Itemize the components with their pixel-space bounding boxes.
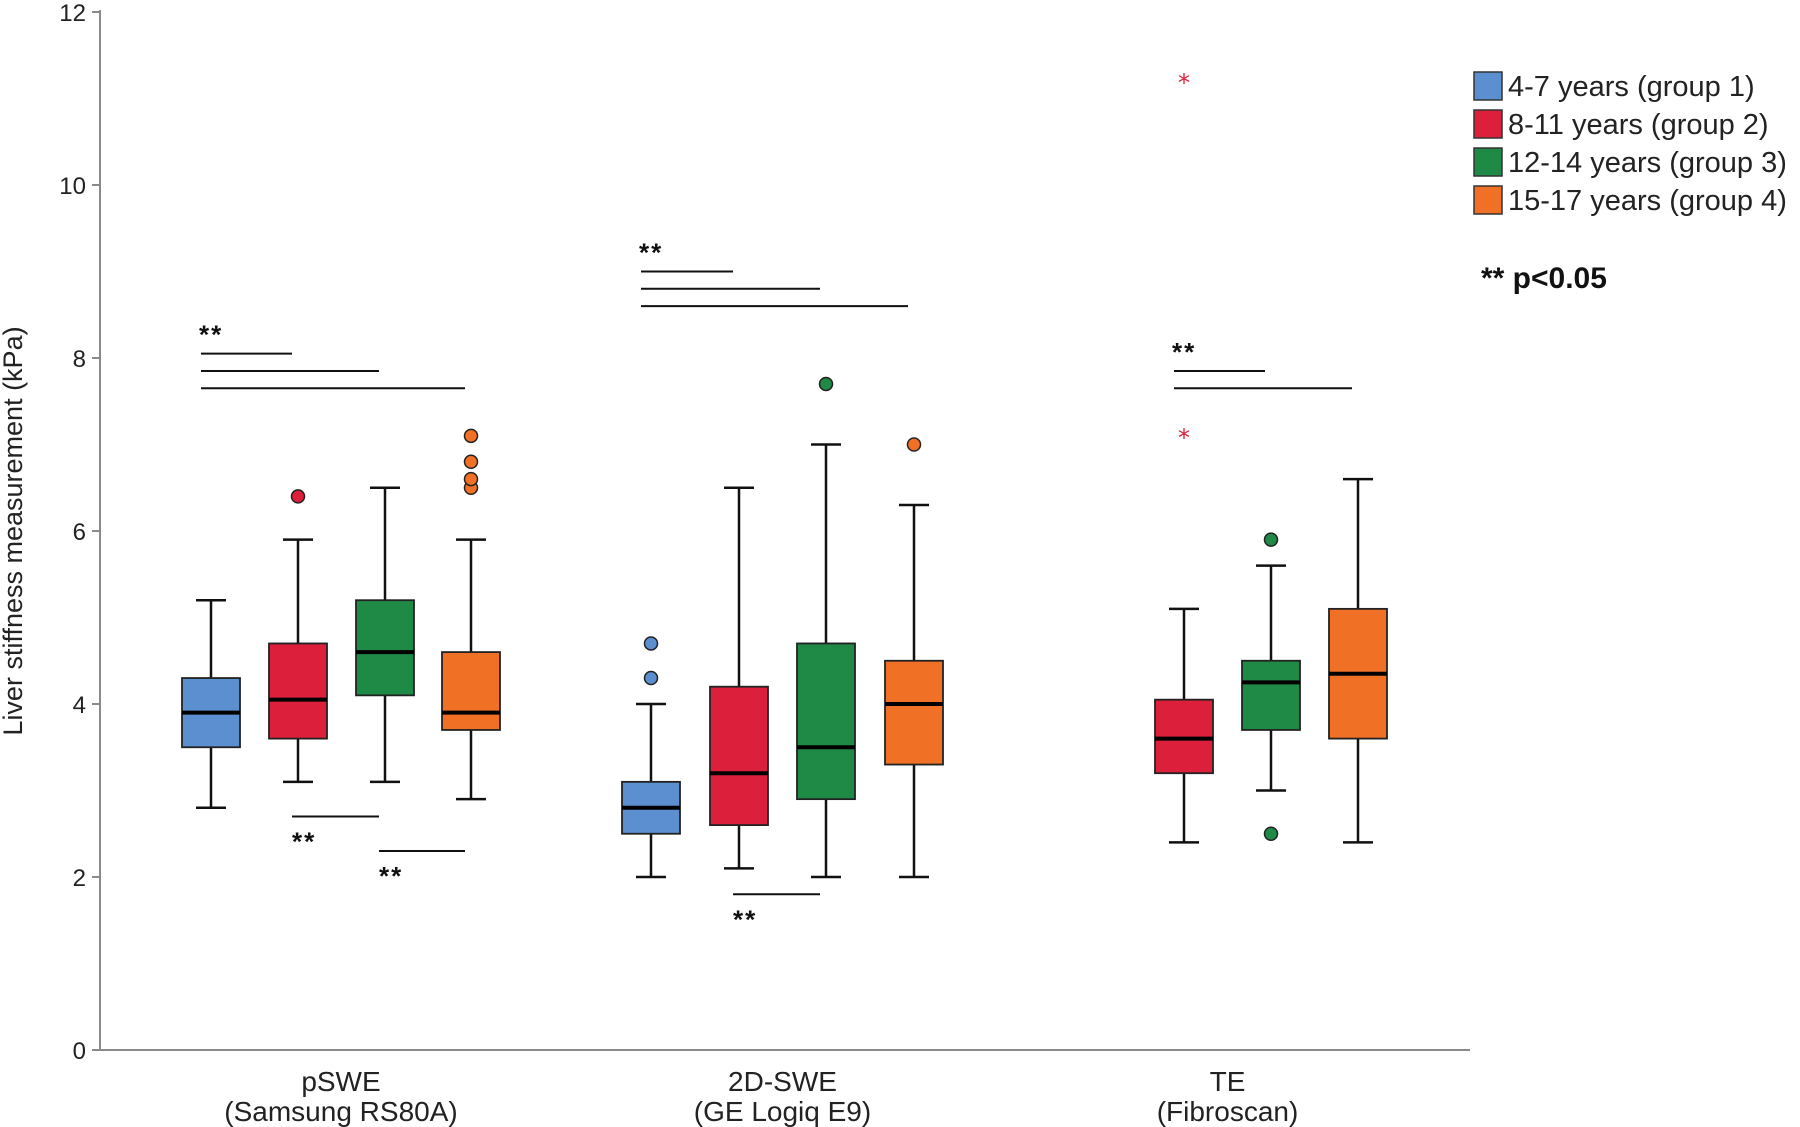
- significance-marker: **: [1172, 337, 1196, 367]
- box-plot-group: [1328, 477, 1388, 844]
- x-category-sublabel: (Samsung RS80A): [224, 1096, 457, 1127]
- legend-entry: 12-14 years (group 3): [1508, 147, 1787, 179]
- outlier-point: [1263, 532, 1279, 547]
- box-iqr: [268, 642, 328, 740]
- significance-marker: **: [199, 320, 223, 350]
- boxes: **: [181, 69, 1388, 879]
- box-plot-group: [1241, 532, 1301, 841]
- y-tick-label: 4: [73, 692, 86, 719]
- box-plot-group: [181, 598, 241, 810]
- x-category-label: pSWE: [301, 1066, 380, 1097]
- category-labels: pSWE(Samsung RS80A) 2D-SWE(GE Logiq E9) TE…: [224, 1066, 1298, 1127]
- legend-entry: 4-7 years (group 1): [1508, 71, 1755, 103]
- box-plot-group: [621, 636, 681, 879]
- box-plot-group: [884, 437, 944, 879]
- box-plot-group: [709, 486, 769, 870]
- x-category-sublabel: (GE Logiq E9): [694, 1096, 871, 1127]
- box-iqr: [796, 642, 856, 801]
- outlier-point: [643, 670, 659, 686]
- significance-marker: **: [639, 238, 663, 268]
- x-category-sublabel: (Fibroscan): [1157, 1096, 1299, 1127]
- legend-swatch: [1473, 185, 1503, 215]
- box-iqr: [1154, 698, 1214, 775]
- outlier-point: [463, 454, 479, 470]
- significance-annotations: ** ** ** ** ** **: [199, 238, 1352, 934]
- legend-swatch: [1473, 109, 1503, 139]
- y-tick-label: 8: [73, 346, 86, 373]
- y-tick-label: 12: [59, 0, 86, 27]
- significance-marker: **: [292, 826, 316, 856]
- legend-swatch: [1473, 147, 1503, 177]
- extreme-point: *: [1178, 424, 1190, 452]
- box-plot-group: [796, 376, 856, 879]
- outlier-point: [906, 437, 922, 452]
- significance-marker: **: [379, 861, 403, 891]
- y-tick-label: 0: [73, 1038, 86, 1065]
- y-tick-label: 10: [59, 173, 86, 200]
- outlier-point: [463, 428, 479, 444]
- outlier-point: [818, 376, 834, 392]
- box-plot-group: [355, 486, 415, 784]
- x-category-label: TE: [1210, 1066, 1246, 1097]
- outlier-point: [463, 471, 479, 487]
- box-plot-group: [268, 489, 328, 784]
- extreme-point: *: [1178, 69, 1190, 97]
- y-tick-label: 6: [73, 519, 86, 546]
- axes: 0 2 4 6 8 10 12: [59, 0, 1470, 1065]
- legend-note: ** p<0.05: [1481, 262, 1607, 295]
- box-iqr: [1241, 659, 1301, 731]
- y-axis-label: Liver stiffness measurement (kPa): [0, 326, 28, 735]
- outlier-point: [290, 489, 306, 504]
- box-plot-group: [441, 428, 501, 801]
- legend: 4-7 years (group 1) 8-11 years (group 2) 1…: [1473, 71, 1787, 217]
- outlier-point: [643, 636, 659, 651]
- box-iqr: [709, 685, 769, 827]
- outlier-point: [1263, 826, 1279, 841]
- y-tick-label: 2: [73, 865, 86, 892]
- box-iqr: [884, 659, 944, 766]
- box-plot-group: **: [1154, 69, 1214, 844]
- legend-swatch: [1473, 71, 1503, 101]
- x-category-label: 2D-SWE: [728, 1066, 837, 1097]
- significance-marker: **: [733, 904, 757, 934]
- box-iqr: [355, 599, 415, 697]
- legend-entry: 8-11 years (group 2): [1508, 109, 1769, 141]
- legend-entry: 15-17 years (group 4): [1508, 185, 1787, 217]
- box-iqr: [441, 651, 501, 731]
